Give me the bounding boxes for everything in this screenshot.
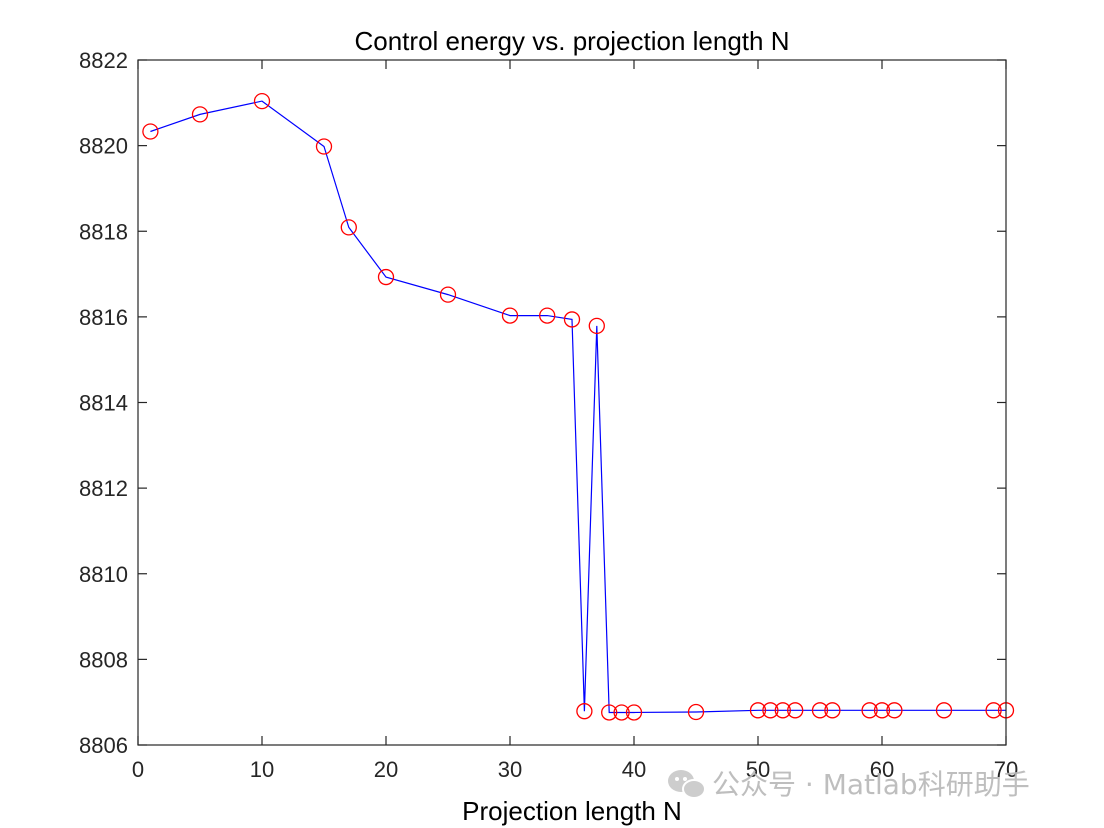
y-tick-label: 8814 [79,391,128,416]
data-point-marker-4 [340,219,357,236]
y-tick-label: 8822 [79,48,128,73]
x-tick-label: 30 [498,757,522,782]
y-tick-label: 8810 [79,562,128,587]
x-axis-label: Projection length N [462,796,682,826]
data-point-marker-1 [191,106,209,123]
data-point-marker-11 [588,317,605,335]
data-point-marker-6 [439,286,457,303]
data-point-marker-7 [501,307,519,324]
y-tick-label: 8806 [79,733,128,758]
data-point-marker-24 [886,702,903,719]
data-point-marker-5 [377,268,395,286]
x-tick-label: 60 [870,757,894,782]
y-tick-label: 8812 [79,476,128,501]
data-point-marker-2 [253,92,271,110]
data-point-marker-14 [625,704,643,721]
data-point-marker-13 [613,704,630,721]
data-point-marker-21 [824,702,841,719]
series-markers [142,92,1015,721]
data-point-marker-8 [539,307,556,324]
data-point-marker-20 [811,702,829,719]
x-tick-label: 0 [132,757,144,782]
data-point-marker-9 [563,311,581,328]
plot-area [138,60,1006,745]
data-point-marker-23 [873,702,891,719]
data-point-marker-19 [787,702,804,719]
data-point-marker-15 [687,703,705,721]
data-point-marker-16 [749,702,767,719]
data-point-marker-17 [762,702,779,719]
data-point-marker-22 [861,702,878,719]
chart-title: Control energy vs. projection length N [354,26,789,56]
wechat-icon [668,770,706,799]
watermark: 公众号 · Matlab科研助手 [668,768,1030,801]
series-line [150,100,1006,714]
axes-box [137,59,1007,746]
y-tick-label: 8816 [79,305,128,330]
x-tick-label: 50 [746,757,770,782]
data-point-marker-18 [774,702,791,719]
x-tick-group: 0 10 20 30 40 50 60 70 [132,60,1018,782]
y-tick-label: 8818 [79,219,128,244]
data-point-marker-26 [985,702,1002,719]
data-point-marker-25 [935,702,953,719]
y-tick-label: 8820 [79,134,128,159]
data-point-marker-3 [315,138,333,155]
data-point-marker-0 [142,123,159,140]
watermark-text: 公众号 · Matlab科研助手 [712,768,1030,801]
x-tick-label: 40 [622,757,646,782]
y-tick-group: 8806 8808 8810 8812 8814 8816 8818 8820 8822 [79,48,1006,758]
data-point-marker-10 [576,703,593,720]
x-tick-label: 70 [994,757,1018,782]
data-point-marker-12 [601,704,618,721]
y-tick-label: 8808 [79,647,128,672]
x-tick-label: 20 [374,757,398,782]
x-tick-label: 10 [250,757,274,782]
